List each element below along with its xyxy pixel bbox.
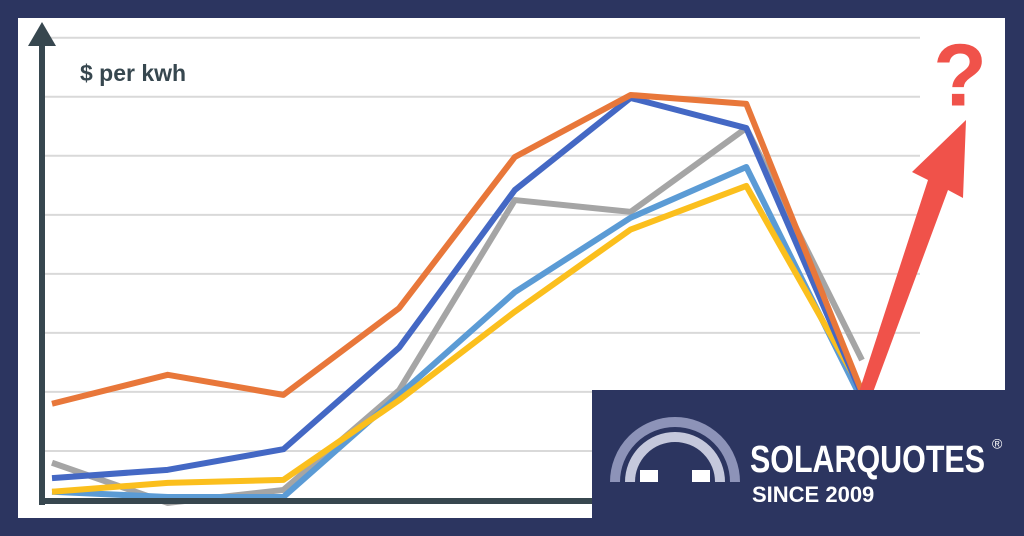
logo-name: SOLARQUOTES [750,439,985,481]
logo-icon [610,417,740,483]
y-axis-arrow [28,22,56,46]
series-line [51,164,865,501]
series-line [51,182,865,495]
trend-arrow [858,120,966,395]
annotation: ? [933,25,987,124]
logo-registered: ® [992,436,1003,452]
y-axis-label: $ per kwh [80,60,186,86]
series-line [51,94,865,482]
logo-since: SINCE 2009 [752,482,874,507]
series-line [51,91,865,407]
logo-box [592,390,1005,518]
